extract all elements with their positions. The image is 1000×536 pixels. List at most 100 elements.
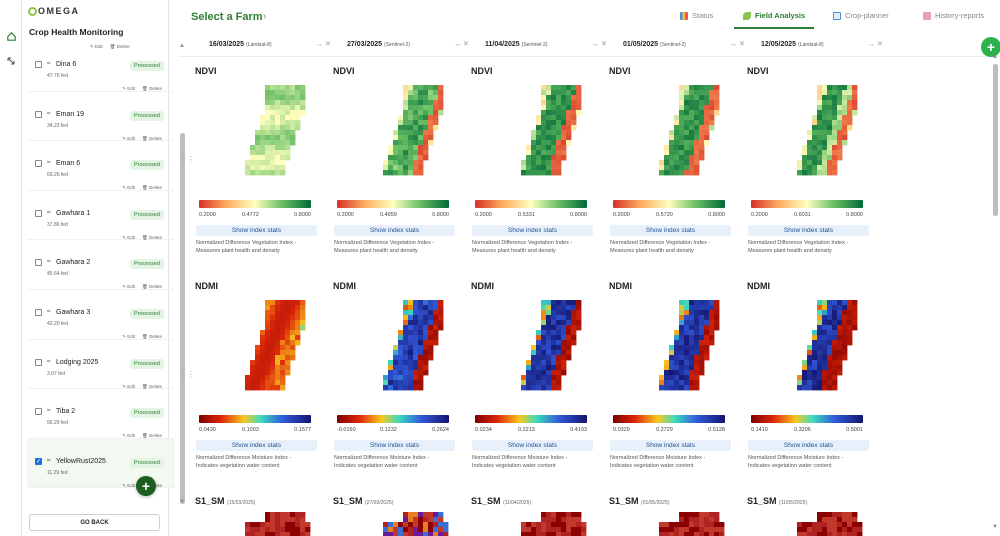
s1-sm-map[interactable] (363, 512, 463, 536)
tab-field-analysis[interactable]: Field Analysis (743, 11, 805, 20)
add-date-button[interactable]: + (981, 37, 1000, 57)
close-icon[interactable]: ✕ (876, 41, 883, 48)
ndmi-map[interactable] (363, 295, 463, 395)
scale-min: 0.0234 (475, 427, 492, 433)
ndmi-map[interactable] (501, 295, 601, 395)
tab-status[interactable]: Status (680, 11, 713, 20)
ndmi-map[interactable] (777, 295, 877, 395)
go-back-button[interactable]: GO BACK (29, 514, 160, 531)
farm-checkbox[interactable] (35, 358, 42, 366)
farm-checkbox[interactable] (35, 308, 42, 316)
delete-button[interactable]: 🗑 Delete (142, 383, 162, 389)
scale-max: 0.8000 (294, 212, 311, 218)
farm-checkbox[interactable] (35, 160, 42, 168)
farm-actions: ✎ Edit 🗑 Delete (122, 185, 162, 191)
farm-list-item[interactable]: ⌗ Lodging 2025 3.07 fed Processed ✎ Edit 🗑 De… (27, 340, 175, 390)
show-index-stats-button[interactable]: Show index stats (334, 225, 455, 236)
close-icon[interactable]: ✕ (462, 41, 469, 48)
edit-button[interactable]: ✎ Edit (122, 284, 136, 290)
farm-name: Eman 19 (56, 110, 85, 118)
farm-list-item[interactable]: ⌗ Gawhara 2 45.64 fed Processed ✎ Edit 🗑 Dele… (27, 240, 175, 290)
ndvi-map[interactable] (501, 80, 601, 180)
edit-button[interactable]: ✎ Edit (122, 333, 136, 339)
drag-handle-icon[interactable]: ⋮⋮ (179, 155, 195, 164)
s1-sm-map[interactable] (501, 512, 601, 536)
index-description: Normalized Difference Moisture Index - In… (334, 455, 459, 470)
scroll-up-icon[interactable]: ▲ (992, 54, 998, 60)
ndmi-map[interactable] (639, 295, 739, 395)
close-icon[interactable]: ✕ (600, 41, 607, 48)
close-icon[interactable]: ✕ (324, 41, 331, 48)
delete-button[interactable]: 🗑 Delete (142, 284, 162, 290)
farm-checkbox[interactable] (35, 209, 42, 217)
edit-button[interactable]: ✎ Edit (122, 482, 136, 488)
compare-icon[interactable]: ↔ (730, 41, 737, 48)
farm-checkbox[interactable] (35, 259, 42, 267)
farm-area: 34.23 fed (47, 122, 68, 129)
drag-handle-icon[interactable]: ⋮⋮ (179, 370, 195, 379)
delete-button[interactable]: 🗑 Delete (142, 234, 162, 240)
ndvi-map[interactable] (639, 80, 739, 180)
show-index-stats-button[interactable]: Show index stats (196, 225, 317, 236)
show-index-stats-button[interactable]: Show index stats (334, 440, 455, 451)
delete-button[interactable]: 🗑 Delete (142, 86, 162, 91)
tab-history-reports[interactable]: History-reports (923, 11, 984, 20)
farm-list-item[interactable]: ⌗ Gawhara 1 37.86 fed Processed ✎ Edit 🗑 Dele… (27, 191, 175, 241)
edit-button[interactable]: ✎ Edit (122, 433, 136, 439)
edit-button[interactable]: ✎ Edit (90, 44, 103, 49)
edit-button[interactable]: ✎ Edit (122, 185, 136, 191)
description-line: Normalized Difference Moisture Index - (748, 455, 844, 461)
close-icon[interactable]: ✕ (738, 41, 745, 48)
select-farm-link[interactable]: Select a Farm (191, 11, 263, 23)
ndvi-map[interactable] (363, 80, 463, 180)
tab-crop-planner[interactable]: Crop-planner (833, 11, 889, 20)
collapse-icon[interactable] (3, 53, 19, 69)
scroll-thumb[interactable] (993, 64, 998, 216)
farm-checkbox[interactable] (35, 110, 42, 118)
farm-checkbox[interactable] (35, 408, 42, 416)
scroll-up-icon[interactable]: ▲ (179, 43, 185, 49)
show-index-stats-button[interactable]: Show index stats (196, 440, 317, 451)
show-index-stats-button[interactable]: Show index stats (610, 225, 731, 236)
s1-sm-map[interactable] (777, 512, 877, 536)
compare-icon[interactable]: ↔ (316, 41, 323, 48)
edit-button[interactable]: ✎ Edit (122, 135, 136, 141)
ndvi-map[interactable] (225, 80, 325, 180)
show-index-stats-button[interactable]: Show index stats (472, 440, 593, 451)
home-icon[interactable] (3, 28, 19, 44)
compare-icon[interactable]: ↔ (592, 41, 599, 48)
sidebar-scrollbar[interactable]: ▲ ▼ (179, 43, 185, 505)
show-index-stats-button[interactable]: Show index stats (472, 225, 593, 236)
show-index-stats-button[interactable]: Show index stats (748, 440, 869, 451)
show-index-stats-button[interactable]: Show index stats (610, 440, 731, 451)
edit-button[interactable]: ✎ Edit (122, 234, 136, 240)
farm-list-item[interactable]: ⌗ Gawhara 3 42.20 fed Processed ✎ Edit 🗑 Dele… (27, 290, 175, 340)
farm-list-item[interactable]: ⌗ Dina 6 47.76 fed Processed ✎ Edit 🗑 Delete (27, 42, 175, 92)
edit-button[interactable]: ✎ Edit (122, 86, 136, 91)
delete-button[interactable]: 🗑 Delete (142, 135, 162, 141)
compare-icon[interactable]: ↔ (868, 41, 875, 48)
farm-list-item[interactable]: ⌗ Eman 6 69.26 fed Processed ✎ Edit 🗑 Delete (27, 141, 175, 191)
ndvi-panel: NDVI 0.2000 0.5331 0.8000 Show index stats No… (463, 60, 593, 265)
scroll-down-icon[interactable]: ▼ (992, 524, 998, 530)
farm-list-item[interactable]: ⌗ Tiba 2 56.29 fed Processed ✎ Edit 🗑 Delete (27, 389, 175, 439)
scroll-thumb[interactable] (180, 133, 185, 504)
ndmi-map[interactable] (225, 295, 325, 395)
ndvi-map[interactable] (777, 80, 877, 180)
edit-button[interactable]: ✎ Edit (122, 383, 136, 389)
index-date: (11/04/2025) (503, 500, 532, 506)
compare-icon[interactable]: ↔ (454, 41, 461, 48)
show-index-stats-button[interactable]: Show index stats (748, 225, 869, 236)
delete-button[interactable]: 🗑 Delete (142, 433, 162, 439)
delete-button[interactable]: 🗑 Delete (109, 44, 130, 49)
delete-button[interactable]: 🗑 Delete (142, 185, 162, 191)
farm-checkbox[interactable] (35, 61, 42, 68)
farm-list-item[interactable]: ⌗ Eman 19 34.23 fed Processed ✎ Edit 🗑 Delete (27, 92, 175, 142)
main-scrollbar[interactable]: ▲ ▼ (992, 54, 998, 536)
delete-button[interactable]: 🗑 Delete (142, 333, 162, 339)
s1-sm-map[interactable] (639, 512, 739, 536)
add-farm-button[interactable]: + (136, 476, 156, 496)
scroll-down-icon[interactable]: ▼ (179, 499, 185, 505)
farm-checkbox[interactable] (35, 457, 42, 465)
s1-sm-map[interactable] (225, 512, 325, 536)
